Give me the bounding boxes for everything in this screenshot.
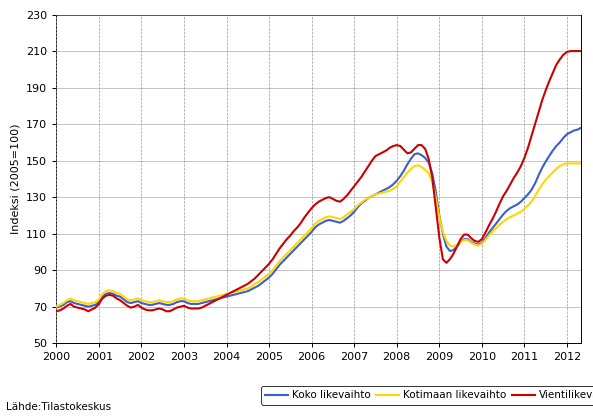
Vientilikevaihto bbox=[567, 49, 574, 54]
Vientilikevaihto bbox=[53, 309, 60, 314]
Kotimaan likevaihto bbox=[120, 294, 127, 299]
Line: Vientilikevaihto: Vientilikevaihto bbox=[56, 51, 581, 311]
Y-axis label: Indeksi (2005=100): Indeksi (2005=100) bbox=[11, 124, 21, 234]
Kotimaan likevaihto bbox=[397, 179, 404, 184]
Koko likevaihto bbox=[397, 173, 404, 178]
Kotimaan likevaihto bbox=[578, 161, 585, 166]
Vientilikevaihto bbox=[578, 49, 585, 54]
Kotimaan likevaihto bbox=[283, 251, 291, 256]
Kotimaan likevaihto bbox=[145, 300, 152, 305]
Vientilikevaihto bbox=[397, 144, 404, 149]
Koko likevaihto bbox=[578, 125, 585, 130]
Vientilikevaihto bbox=[177, 304, 184, 309]
Legend: Koko likevaihto, Kotimaan likevaihto, Vientilikevaihto: Koko likevaihto, Kotimaan likevaihto, Vi… bbox=[261, 386, 593, 404]
Line: Kotimaan likevaihto: Kotimaan likevaihto bbox=[56, 163, 581, 307]
Koko likevaihto bbox=[145, 302, 152, 307]
Vientilikevaihto bbox=[120, 300, 127, 305]
Vientilikevaihto bbox=[145, 308, 152, 313]
Koko likevaihto bbox=[120, 297, 127, 302]
Line: Koko likevaihto: Koko likevaihto bbox=[56, 128, 581, 307]
Koko likevaihto bbox=[180, 299, 187, 304]
Koko likevaihto bbox=[283, 255, 291, 260]
Kotimaan likevaihto bbox=[563, 161, 570, 166]
Kotimaan likevaihto bbox=[177, 296, 184, 301]
Koko likevaihto bbox=[53, 305, 60, 310]
Kotimaan likevaihto bbox=[180, 296, 187, 301]
Kotimaan likevaihto bbox=[53, 304, 60, 309]
Vientilikevaihto bbox=[180, 303, 187, 308]
Text: Lähde:Tilastokeskus: Lähde:Tilastokeskus bbox=[6, 402, 111, 412]
Koko likevaihto bbox=[177, 299, 184, 304]
Vientilikevaihto bbox=[283, 237, 291, 242]
